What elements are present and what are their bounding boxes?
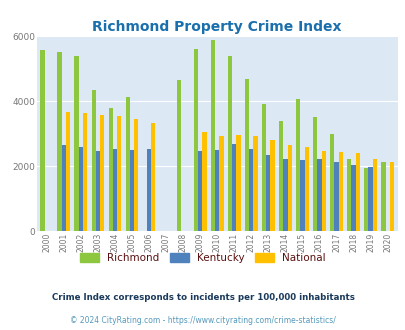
Bar: [300, 160, 304, 231]
Bar: [346, 159, 351, 231]
Bar: [57, 52, 62, 231]
Bar: [304, 147, 308, 231]
Bar: [355, 153, 359, 231]
Bar: [278, 121, 283, 231]
Bar: [351, 165, 355, 231]
Bar: [261, 104, 266, 231]
Bar: [130, 149, 134, 231]
Bar: [368, 167, 372, 231]
Bar: [270, 140, 274, 231]
Bar: [380, 162, 385, 231]
Bar: [232, 144, 236, 231]
Bar: [193, 49, 198, 231]
Bar: [338, 152, 342, 231]
Bar: [236, 135, 240, 231]
Bar: [147, 149, 151, 231]
Bar: [253, 136, 257, 231]
Text: Crime Index corresponds to incidents per 100,000 inhabitants: Crime Index corresponds to incidents per…: [51, 292, 354, 302]
Bar: [215, 149, 219, 231]
Title: Richmond Property Crime Index: Richmond Property Crime Index: [92, 20, 341, 34]
Bar: [283, 159, 287, 231]
Bar: [100, 115, 104, 231]
Text: © 2024 CityRating.com - https://www.cityrating.com/crime-statistics/: © 2024 CityRating.com - https://www.city…: [70, 315, 335, 325]
Bar: [321, 150, 325, 231]
Bar: [134, 119, 138, 231]
Bar: [329, 134, 334, 231]
Bar: [66, 112, 70, 231]
Bar: [151, 123, 155, 231]
Bar: [287, 145, 291, 231]
Bar: [312, 117, 317, 231]
Bar: [176, 80, 181, 231]
Bar: [125, 97, 130, 231]
Bar: [317, 159, 321, 231]
Bar: [96, 150, 100, 231]
Bar: [117, 116, 121, 231]
Bar: [74, 56, 79, 231]
Bar: [266, 155, 270, 231]
Bar: [389, 162, 393, 231]
Bar: [363, 168, 368, 231]
Bar: [79, 147, 83, 231]
Bar: [83, 113, 87, 231]
Bar: [249, 149, 253, 231]
Bar: [295, 99, 300, 231]
Bar: [108, 108, 113, 231]
Bar: [227, 56, 232, 231]
Bar: [40, 50, 45, 231]
Bar: [198, 150, 202, 231]
Bar: [62, 145, 66, 231]
Bar: [334, 162, 338, 231]
Bar: [202, 132, 206, 231]
Bar: [219, 136, 223, 231]
Bar: [91, 90, 96, 231]
Bar: [210, 40, 215, 231]
Legend: Richmond, Kentucky, National: Richmond, Kentucky, National: [76, 248, 329, 267]
Bar: [244, 79, 249, 231]
Bar: [113, 149, 117, 231]
Bar: [372, 159, 376, 231]
